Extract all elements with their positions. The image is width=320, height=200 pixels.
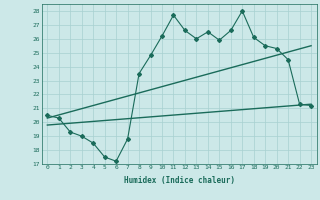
X-axis label: Humidex (Indice chaleur): Humidex (Indice chaleur) — [124, 176, 235, 185]
